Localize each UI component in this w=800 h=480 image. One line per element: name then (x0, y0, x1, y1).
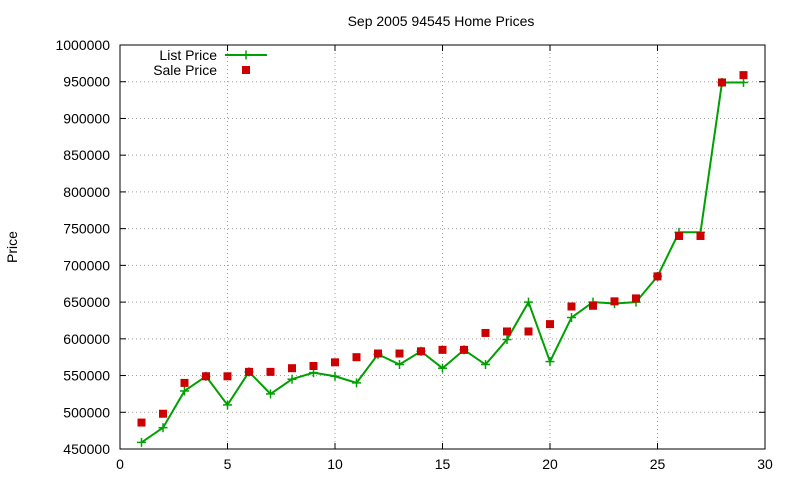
y-tick-label: 700000 (63, 257, 110, 273)
legend-label: Sale Price (153, 62, 217, 78)
legend-entry: List Price (159, 47, 267, 63)
x-tick-label: 5 (224, 456, 232, 472)
list-price-point (545, 357, 555, 367)
legend-entry: Sale Price (153, 62, 250, 78)
list-price-point (438, 363, 447, 373)
list-price-point (266, 389, 275, 399)
sale-price-point (202, 372, 210, 381)
sale-price-point (546, 320, 554, 329)
sale-price-point (524, 327, 533, 336)
sale-price-point (352, 353, 361, 362)
sale-price-point (374, 349, 382, 358)
sale-price-point (589, 301, 597, 310)
data-series (137, 71, 748, 447)
y-tick-label: 800000 (63, 184, 110, 200)
chart-title: Sep 2005 94545 Home Prices (348, 13, 535, 29)
grid-lines (120, 45, 765, 449)
sale-price-point (460, 345, 468, 354)
sale-price-point (653, 272, 662, 281)
sale-price-point (288, 364, 296, 373)
series-sale-price (137, 71, 748, 427)
list-price-point (158, 423, 168, 433)
sale-price-point (718, 78, 726, 87)
y-tick-label: 500000 (63, 404, 110, 420)
y-tick-label: 750000 (63, 221, 110, 237)
y-axis-label: Price (4, 231, 20, 263)
sale-price-point (245, 367, 253, 376)
legend-label: List Price (159, 47, 217, 63)
list-price-point (330, 371, 340, 381)
plot-frame (119, 44, 766, 450)
y-tick-label: 650000 (63, 294, 110, 310)
sale-price-point (675, 231, 683, 240)
list-price-point (137, 437, 146, 447)
y-tick-label: 950000 (63, 74, 110, 90)
y-tick-label: 550000 (63, 368, 110, 384)
sale-price-point (266, 367, 275, 376)
sale-price-point (137, 418, 146, 427)
sale-price-point (438, 345, 447, 354)
x-tick-label: 0 (116, 456, 124, 472)
tick-labels: 0 5 10 15 20 25 30 450000 500000 550000 600000 6500… (55, 37, 773, 472)
list-price-point (352, 378, 361, 388)
sale-price-point (395, 349, 404, 358)
list-price-point (180, 386, 189, 396)
x-tick-label: 25 (650, 456, 666, 472)
sale-price-point (503, 327, 511, 336)
sale-price-point (331, 358, 339, 367)
legend-plus-swatch (241, 50, 251, 60)
x-tick-label: 30 (757, 456, 773, 472)
list-price-point (502, 335, 512, 345)
y-tick-label: 1000000 (55, 37, 110, 53)
sale-price-point (739, 71, 748, 80)
list-price-point (567, 313, 576, 323)
x-tick-label: 15 (435, 456, 451, 472)
y-tick-label: 450000 (63, 441, 110, 457)
sale-price-point (567, 302, 576, 311)
sale-price-point (309, 361, 318, 370)
list-price-point (481, 360, 490, 370)
legend-square-swatch (242, 66, 250, 74)
sale-price-point (159, 409, 167, 418)
sale-price-point (696, 231, 705, 240)
sale-price-point (180, 378, 189, 387)
sale-price-point (417, 347, 425, 356)
y-tick-label: 850000 (63, 147, 110, 163)
sale-price-point (223, 372, 232, 381)
sale-price-point (481, 328, 490, 337)
sale-price-point (610, 297, 619, 306)
plot-border (119, 44, 766, 450)
list-price-point (395, 360, 404, 370)
x-tick-label: 10 (327, 456, 343, 472)
list-price-point (287, 374, 297, 384)
y-tick-label: 900000 (63, 110, 110, 126)
list-price-point (223, 400, 232, 410)
sale-price-point (632, 294, 640, 303)
y-tick-label: 600000 (63, 331, 110, 347)
list-price-point (524, 297, 533, 307)
x-tick-label: 20 (542, 456, 558, 472)
list-price-point (739, 77, 748, 87)
